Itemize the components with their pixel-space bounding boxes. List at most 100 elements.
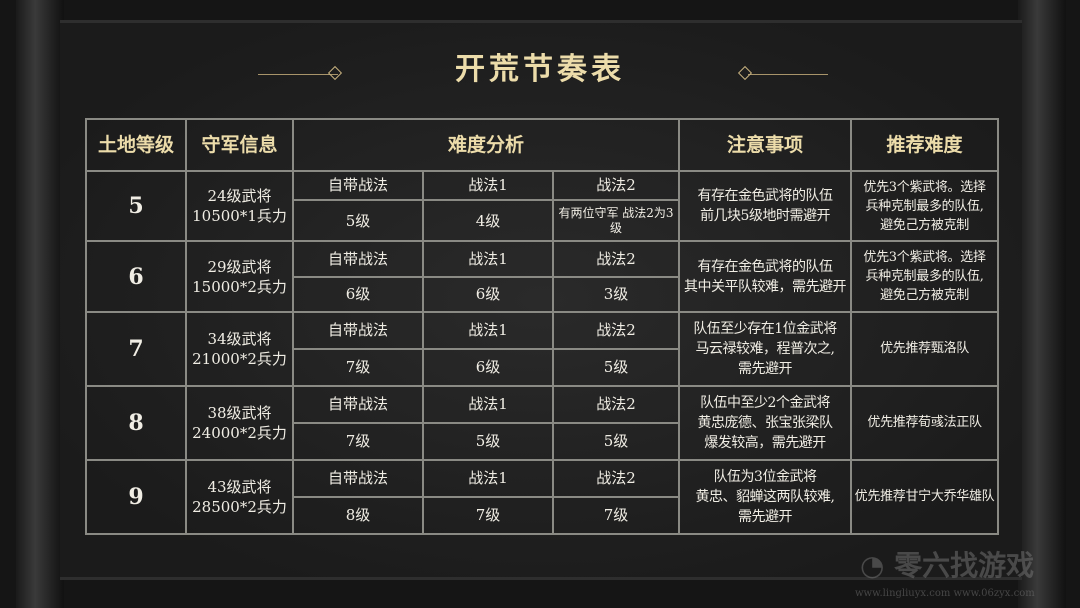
- scroll-left-roller: [16, 0, 64, 608]
- table-row: 9 43级武将 28500*2兵力 自带战法 战法1 战法2 队伍为3位金武将 黄忠、貂…: [85, 458, 1000, 536]
- recommend-cell: 优先推荐甘宁大乔华雄队: [850, 458, 1000, 536]
- skill-level: 3级: [551, 275, 681, 313]
- text-line: 优先推荐荀彧法正队: [867, 415, 982, 431]
- schedule-table: 土地等级 守军信息 难度分析 注意事项 推荐难度 5 24级武将 10500*1兵…: [85, 118, 1000, 536]
- skill-level: 7级: [422, 495, 554, 536]
- skill-label: 自带战法: [292, 240, 424, 278]
- text-line: 优先3个紫武将。选择: [863, 179, 986, 195]
- skill-label: 战法1: [422, 240, 554, 278]
- skill-label: 战法1: [422, 170, 554, 201]
- text-line: 38级武将: [207, 403, 272, 422]
- text-line: 黄忠、貂蝉这两队较难,: [695, 488, 835, 505]
- text-line: 15000*2兵力: [192, 277, 287, 296]
- text-line: 优先推荐甄洛队: [880, 341, 969, 357]
- skill-level: 5级: [292, 198, 424, 243]
- skill-label: 战法2: [551, 310, 681, 350]
- garrison-info: 43级武将 28500*2兵力: [185, 458, 294, 536]
- text-line: 避免己方被克制: [880, 288, 969, 304]
- header-garrison: 守军信息: [185, 118, 294, 172]
- notes-cell: 有存在金色武将的队伍 前几块5级地时需避开: [678, 169, 853, 243]
- table-subrow: 7级 5级 5级: [86, 421, 998, 461]
- text-line: 兵种克制最多的队伍,: [865, 198, 984, 214]
- table-subrow: 5级 4级 有两位守军 战法2为3级: [86, 198, 998, 243]
- text-line: 黄忠庞德、张宝张梁队: [697, 414, 834, 431]
- skill-label: 自带战法: [292, 170, 424, 201]
- skill-level: 5级: [422, 421, 554, 461]
- text-line: 优先推荐甘宁大乔华雄队: [854, 489, 995, 505]
- text-line: 10500*1兵力: [192, 207, 287, 226]
- text-line: 队伍中至少2个金武将: [700, 394, 830, 411]
- text-line: 队伍为3位金武将: [713, 468, 817, 485]
- notes-cell: 队伍为3位金武将黄忠、貂蝉这两队较难, 需先避开: [678, 458, 853, 536]
- recommend-cell: 优先3个紫武将。选择 兵种克制最多的队伍, 避免己方被克制: [850, 240, 1000, 313]
- text-line: 需先避开: [738, 360, 793, 377]
- page-title: 开荒节奏表: [455, 52, 625, 87]
- land-level: 8: [85, 384, 187, 461]
- text-line: 24级武将: [207, 187, 272, 206]
- skill-level: 6级: [292, 275, 424, 313]
- recommend-cell: 优先推荐荀彧法正队: [850, 384, 1000, 461]
- table-row: 7 34级武将 21000*2兵力 自带战法 战法1 战法2 队伍至少存在1位金武将马…: [85, 310, 1000, 387]
- table-row: 6 29级武将 15000*2兵力 自带战法 战法1 战法2 有存在金色武将的队伍 其中…: [85, 240, 1000, 313]
- table-subrow: 6级 6级 3级: [86, 275, 998, 313]
- text-line: 需先避开: [738, 508, 793, 525]
- skill-level: 6级: [422, 275, 554, 313]
- text-line: 队伍至少存在1位金武将: [693, 320, 837, 337]
- skill-level: 有两位守军 战法2为3级: [551, 198, 681, 243]
- text-line: 马云禄较难，程普次之,: [695, 340, 835, 357]
- header-notes: 注意事项: [678, 118, 853, 172]
- skill-level: 6级: [422, 347, 554, 387]
- text-line: 其中关平队较难，需先避开: [684, 278, 847, 295]
- land-level: 7: [85, 310, 187, 387]
- garrison-info: 38级武将 24000*2兵力: [185, 384, 294, 461]
- garrison-info: 34级武将 21000*2兵力: [185, 310, 294, 387]
- table-subrow: 7级 6级 5级: [86, 347, 998, 387]
- notes-cell: 队伍至少存在1位金武将 马云禄较难，程普次之, 需先避开: [678, 310, 853, 387]
- text-line: 24000*2兵力: [192, 423, 287, 442]
- text-line: 28500*2兵力: [192, 497, 287, 516]
- skill-label: 战法2: [551, 458, 681, 498]
- table-row: 8 38级武将 24000*2兵力 自带战法 战法1 战法2 队伍中至少2个金武将 黄忠…: [85, 384, 1000, 461]
- scroll-right-roller: [1018, 0, 1066, 608]
- skill-label: 战法2: [551, 384, 681, 424]
- watermark-urls: www.lingliuyx.com www.06zyx.com: [855, 588, 1035, 599]
- skill-level: 8级: [292, 495, 424, 536]
- title-divider-right: [748, 74, 828, 75]
- skill-label: 战法1: [422, 384, 554, 424]
- text-line: 避免己方被克制: [880, 217, 969, 233]
- recommend-cell: 优先3个紫武将。选择 兵种克制最多的队伍, 避免己方被克制: [850, 169, 1000, 243]
- skill-label: 战法2: [551, 240, 681, 278]
- title-divider-left: [258, 74, 338, 75]
- watermark-logo: ◔ 零六找游戏: [860, 549, 1035, 582]
- header-recommend: 推荐难度: [850, 118, 1000, 172]
- skill-level: 7级: [292, 421, 424, 461]
- garrison-info: 24级武将 10500*1兵力: [185, 169, 294, 243]
- land-level: 6: [85, 240, 187, 313]
- text-line: 前几块5级地时需避开: [700, 208, 830, 225]
- skill-label: 战法2: [551, 170, 681, 201]
- text-line: 优先3个紫武将。选择: [863, 250, 986, 266]
- recommend-cell: 优先推荐甄洛队: [850, 310, 1000, 387]
- text-line: 兵种克制最多的队伍,: [865, 269, 984, 285]
- skill-label: 自带战法: [292, 458, 424, 498]
- table-subrow: 8级 7级 7级: [86, 495, 998, 536]
- notes-cell: 有存在金色武将的队伍 其中关平队较难，需先避开: [678, 240, 853, 313]
- text-line: 有存在金色武将的队伍: [697, 188, 834, 205]
- header-row: 土地等级 守军信息 难度分析 注意事项 推荐难度: [85, 118, 1000, 172]
- table-row: 5 24级武将 10500*1兵力 自带战法 战法1 战法2 有存在金色武将的队伍 前几…: [85, 169, 1000, 243]
- land-level: 5: [85, 169, 187, 243]
- text-line: 34级武将: [207, 329, 272, 348]
- skill-label: 战法1: [422, 310, 554, 350]
- skill-label: 自带战法: [292, 384, 424, 424]
- skill-level: 4级: [422, 198, 554, 243]
- garrison-info: 29级武将 15000*2兵力: [185, 240, 294, 313]
- text-line: 有存在金色武将的队伍: [697, 258, 834, 275]
- skill-label: 自带战法: [292, 310, 424, 350]
- land-level: 9: [85, 458, 187, 536]
- skill-level: 5级: [551, 347, 681, 387]
- text-line: 43级武将: [207, 477, 272, 496]
- text-line: 29级武将: [207, 257, 272, 276]
- header-land-level: 土地等级: [85, 118, 187, 172]
- text-line: 爆发较高，需先避开: [704, 434, 826, 451]
- header-difficulty: 难度分析: [291, 118, 681, 172]
